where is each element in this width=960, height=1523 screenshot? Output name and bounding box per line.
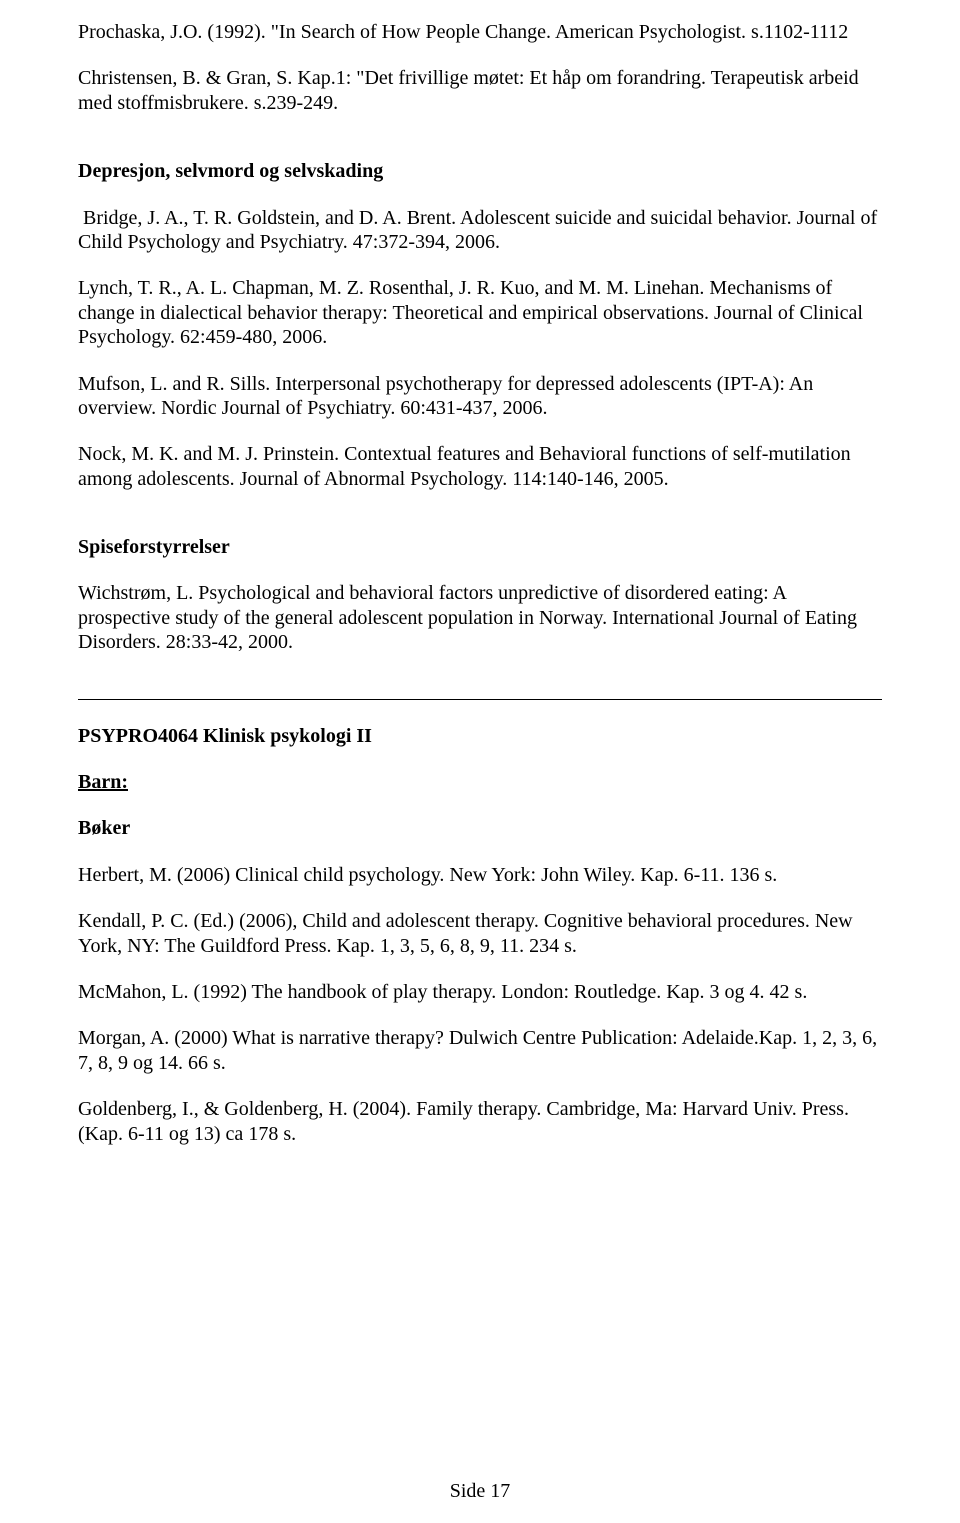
reference-morgan: Morgan, A. (2000) What is narrative ther…: [78, 1026, 882, 1075]
reference-prochaska: Prochaska, J.O. (1992). "In Search of Ho…: [78, 20, 882, 44]
reference-wichstrom: Wichstrøm, L. Psychological and behavior…: [78, 581, 882, 654]
course-title: PSYPRO4064 Klinisk psykologi II: [78, 724, 882, 748]
reference-kendall: Kendall, P. C. (Ed.) (2006), Child and a…: [78, 909, 882, 958]
heading-spiseforstyrrelser: Spiseforstyrrelser: [78, 535, 882, 559]
heading-depresjon: Depresjon, selvmord og selvskading: [78, 159, 882, 183]
reference-herbert: Herbert, M. (2006) Clinical child psycho…: [78, 863, 882, 887]
document-page: Prochaska, J.O. (1992). "In Search of Ho…: [0, 0, 960, 1523]
reference-lynch: Lynch, T. R., A. L. Chapman, M. Z. Rosen…: [78, 276, 882, 349]
subheading-barn: Barn:: [78, 770, 882, 794]
reference-christensen: Christensen, B. & Gran, S. Kap.1: "Det f…: [78, 66, 882, 115]
reference-bridge: Bridge, J. A., T. R. Goldstein, and D. A…: [78, 206, 882, 255]
reference-mufson: Mufson, L. and R. Sills. Interpersonal p…: [78, 372, 882, 421]
subheading-boker: Bøker: [78, 816, 882, 840]
section-divider: [78, 699, 882, 700]
page-number: Side 17: [0, 1480, 960, 1503]
reference-mcmahon: McMahon, L. (1992) The handbook of play …: [78, 980, 882, 1004]
reference-nock: Nock, M. K. and M. J. Prinstein. Context…: [78, 442, 882, 491]
reference-goldenberg: Goldenberg, I., & Goldenberg, H. (2004).…: [78, 1097, 882, 1146]
